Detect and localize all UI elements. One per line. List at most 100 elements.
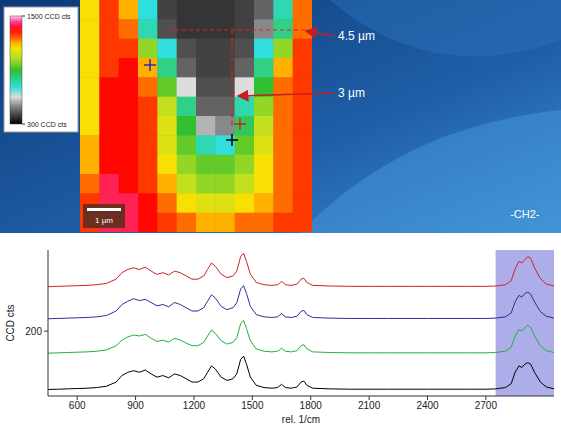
heatmap-cell bbox=[196, 58, 216, 78]
heatmap-cell bbox=[293, 213, 312, 232]
heatmap-cell bbox=[293, 39, 312, 59]
heatmap-cell bbox=[119, 19, 139, 39]
heatmap-cell bbox=[196, 0, 216, 20]
heatmap-cell bbox=[235, 19, 255, 39]
heatmap-cell bbox=[157, 174, 177, 194]
heatmap-cell bbox=[177, 77, 197, 97]
heatmap-cell bbox=[196, 135, 216, 155]
heatmap-cell bbox=[157, 58, 177, 78]
heatmap-cell bbox=[177, 39, 197, 59]
heatmap-cell bbox=[157, 39, 177, 59]
heatmap-cell bbox=[273, 116, 293, 136]
colorbar-tick bbox=[22, 16, 25, 17]
heatmap-cell bbox=[99, 135, 119, 155]
heatmap-cell bbox=[293, 193, 312, 213]
arrow bbox=[306, 31, 334, 36]
heatmap-cell bbox=[293, 0, 312, 20]
heatmap-cell bbox=[80, 97, 100, 117]
x-tick-label: 600 bbox=[69, 400, 86, 411]
heatmap-cell bbox=[273, 97, 293, 117]
scale-bar bbox=[87, 208, 121, 211]
heatmap-cell bbox=[138, 97, 158, 117]
heatmap-cell bbox=[80, 39, 100, 59]
heatmap-cell bbox=[273, 19, 293, 39]
heatmap-cell bbox=[138, 116, 158, 136]
heatmap-cell bbox=[119, 77, 139, 97]
heatmap-cell bbox=[119, 155, 139, 175]
heatmap-cell bbox=[177, 116, 197, 136]
heatmap-cell bbox=[157, 116, 177, 136]
heatmap-cell bbox=[119, 58, 139, 78]
heatmap-cell bbox=[273, 58, 293, 78]
heatmap-cell bbox=[157, 0, 177, 20]
heatmap-cell bbox=[235, 193, 255, 213]
heatmap-cell bbox=[138, 39, 158, 59]
x-tick-label: 1200 bbox=[183, 400, 206, 411]
heatmap-cell bbox=[138, 193, 158, 213]
raman-image bbox=[80, 0, 312, 232]
x-tick-label: 1500 bbox=[241, 400, 264, 411]
x-tick-label: 2700 bbox=[475, 400, 498, 411]
heatmap-cell bbox=[235, 135, 255, 155]
colorbar-label: 300 CCD cts bbox=[27, 121, 67, 128]
dashed-line bbox=[168, 29, 305, 30]
heatmap-cell bbox=[293, 19, 312, 39]
chart-background bbox=[0, 233, 561, 428]
y-tick bbox=[44, 331, 48, 332]
position-cross bbox=[239, 118, 241, 130]
slide-swoosh bbox=[330, 0, 561, 56]
heatmap-cell bbox=[80, 174, 100, 194]
heatmap-cell bbox=[138, 213, 158, 232]
dashed-line bbox=[231, 30, 232, 128]
figure: 1500 CCD cts300 CCD cts4.5 µm3 µm1 µm-CH… bbox=[0, 0, 561, 428]
heatmap-cell bbox=[254, 174, 274, 194]
heatmap-cell bbox=[177, 58, 197, 78]
heatmap-cell bbox=[215, 39, 235, 59]
heatmap-cell bbox=[273, 135, 293, 155]
heatmap-cell bbox=[293, 155, 312, 175]
heatmap-cell bbox=[293, 58, 312, 78]
spectrum-line bbox=[48, 253, 554, 286]
heatmap-cell bbox=[80, 19, 100, 39]
spectrum-line bbox=[48, 356, 554, 389]
heatmap-cell bbox=[138, 135, 158, 155]
heatmap-cell bbox=[157, 97, 177, 117]
heatmap-cell bbox=[273, 0, 293, 20]
x-tick-label: 2100 bbox=[358, 400, 381, 411]
heatmap-cell bbox=[99, 39, 119, 59]
heatmap-cell bbox=[196, 19, 216, 39]
heatmap-cell bbox=[235, 155, 255, 175]
heatmap-cell bbox=[99, 19, 119, 39]
heatmap-cell bbox=[99, 77, 119, 97]
region-label: -CH2- bbox=[510, 208, 540, 220]
heatmap-cell bbox=[235, 213, 255, 232]
heatmap-cell bbox=[254, 135, 274, 155]
heatmap-cell bbox=[196, 77, 216, 97]
heatmap-cell bbox=[157, 155, 177, 175]
heatmap-cell bbox=[254, 0, 274, 20]
heatmap-cell bbox=[99, 155, 119, 175]
heatmap-cell bbox=[138, 0, 158, 20]
heatmap-cell bbox=[157, 193, 177, 213]
heatmap-cell bbox=[254, 19, 274, 39]
position-cross bbox=[149, 59, 151, 71]
heatmap-cell bbox=[235, 97, 255, 117]
heatmap-cell bbox=[215, 116, 235, 136]
shaded-region bbox=[496, 250, 554, 396]
heatmap-cell bbox=[99, 0, 119, 20]
x-tick-label: 1800 bbox=[300, 400, 323, 411]
heatmap-cell bbox=[254, 39, 274, 59]
heatmap-cell bbox=[254, 97, 274, 117]
y-axis-title: CCD cts bbox=[5, 304, 16, 341]
heatmap-cell bbox=[196, 155, 216, 175]
heatmap-cell bbox=[215, 97, 235, 117]
heatmap-cell bbox=[235, 39, 255, 59]
heatmap-cell bbox=[254, 193, 274, 213]
x-axis-title: rel. 1/cm bbox=[282, 414, 320, 425]
heatmap-cell bbox=[293, 97, 312, 117]
heatmap-cell bbox=[215, 155, 235, 175]
colorbar-tick bbox=[22, 124, 25, 125]
heatmap-cell bbox=[273, 213, 293, 232]
heatmap-cell bbox=[273, 39, 293, 59]
heatmap-cell bbox=[273, 155, 293, 175]
